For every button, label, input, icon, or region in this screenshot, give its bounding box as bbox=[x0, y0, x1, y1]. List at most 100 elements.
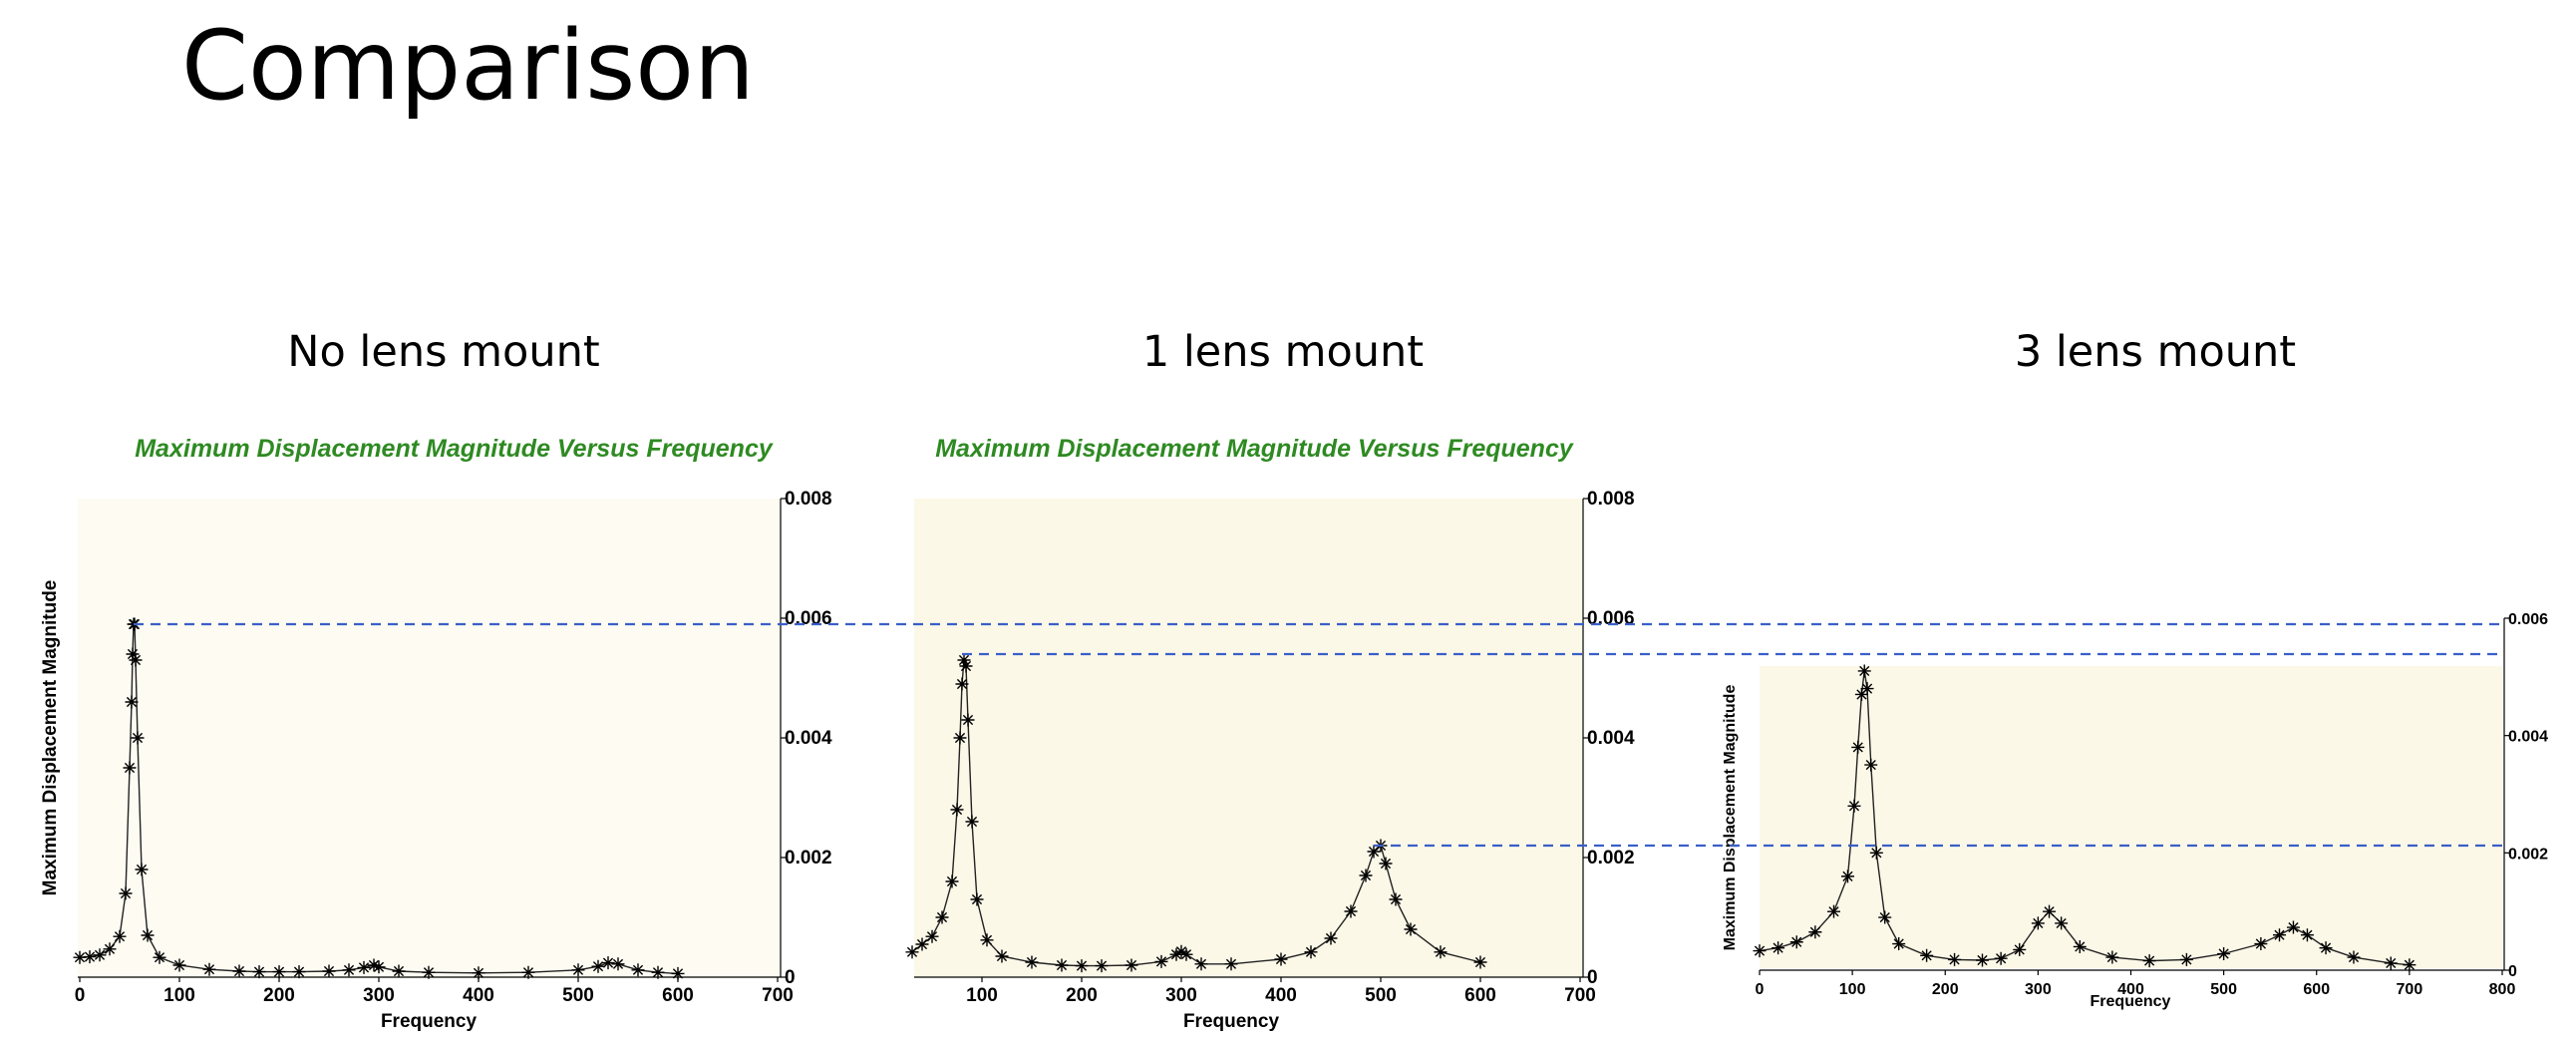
data-point bbox=[1808, 925, 1822, 939]
x-tick-label: 200 bbox=[1066, 985, 1098, 1006]
data-point bbox=[591, 959, 605, 973]
x-tick-label: 200 bbox=[1932, 981, 1959, 998]
x-tick-label: 400 bbox=[463, 985, 494, 1006]
data-point bbox=[1840, 869, 1854, 883]
data-point bbox=[970, 892, 984, 906]
chart-three-lens: 0 0.002 0.004 0.006 0 100 200 300 400 500 600 700 80… bbox=[1722, 611, 2548, 1010]
data-point bbox=[272, 965, 286, 979]
data-point bbox=[232, 964, 246, 978]
data-point bbox=[1878, 910, 1892, 924]
data-point bbox=[651, 965, 665, 979]
data-point bbox=[1274, 952, 1288, 966]
chart-no-lens: 0 0.002 0.004 0.006 0.008 0 100 200 300 400 500 600… bbox=[40, 489, 832, 1032]
x-tick-label: 100 bbox=[1839, 981, 1866, 998]
data-point bbox=[123, 761, 137, 775]
data-point bbox=[202, 962, 216, 976]
data-point bbox=[1025, 955, 1039, 969]
data-point bbox=[1075, 959, 1089, 973]
data-point bbox=[1324, 931, 1338, 945]
data-point bbox=[571, 963, 585, 977]
data-point bbox=[1169, 947, 1183, 961]
x-tick-label: 300 bbox=[2025, 981, 2052, 998]
data-point bbox=[671, 966, 685, 980]
x-tick-label: 500 bbox=[562, 985, 594, 1006]
x-tick-label: 100 bbox=[966, 985, 998, 1006]
series-line-one-lens bbox=[911, 659, 1481, 967]
data-point bbox=[2384, 956, 2398, 970]
data-point bbox=[1948, 952, 1962, 966]
data-point bbox=[2300, 928, 2314, 942]
data-point bbox=[2013, 942, 2027, 956]
data-point bbox=[1379, 857, 1393, 870]
data-point bbox=[153, 950, 166, 964]
data-point bbox=[292, 965, 306, 979]
y-tick-label: 0.004 bbox=[2508, 729, 2548, 746]
y-tick-label: 0.004 bbox=[1587, 728, 1635, 749]
data-point bbox=[2105, 950, 2119, 964]
data-point bbox=[1473, 955, 1487, 969]
data-point bbox=[2286, 920, 2300, 934]
data-point bbox=[935, 910, 949, 924]
x-tick-label: 600 bbox=[1464, 985, 1496, 1006]
data-point bbox=[1789, 935, 1803, 949]
x-tick-label: 600 bbox=[662, 985, 694, 1006]
data-point bbox=[915, 937, 929, 951]
data-point bbox=[945, 874, 959, 888]
plot-area-no-lens bbox=[78, 499, 783, 977]
data-point bbox=[1304, 945, 1318, 959]
y-tick-label: 0.002 bbox=[2508, 846, 2548, 863]
data-point bbox=[322, 964, 336, 978]
x-axis-label-three-lens: Frequency bbox=[2091, 993, 2171, 1010]
data-point bbox=[93, 948, 107, 962]
chart-one-lens: 0 0.002 0.004 0.006 0.008 100 200 300 400 500 600 7… bbox=[905, 489, 1635, 1032]
data-point bbox=[521, 965, 535, 979]
data-point bbox=[1771, 941, 1785, 955]
data-point bbox=[1367, 845, 1381, 859]
y-axis-label-three-lens: Maximum Displacement Magnitude bbox=[1722, 685, 1739, 951]
data-point bbox=[959, 659, 973, 673]
data-point bbox=[1404, 922, 1418, 936]
y-tick-label: 0.008 bbox=[785, 489, 832, 510]
x-axis-label-one-lens: Frequency bbox=[1183, 1011, 1280, 1032]
data-point bbox=[2403, 958, 2416, 972]
series-line-three-lens bbox=[1759, 670, 2410, 966]
plot-area-one-lens bbox=[914, 499, 1582, 977]
data-point bbox=[2142, 954, 2156, 968]
data-point bbox=[1892, 937, 1906, 951]
data-point bbox=[1125, 958, 1138, 972]
y-tick-label: 0 bbox=[2508, 963, 2517, 980]
chart-title-one-lens: Maximum Displacement Magnitude Versus Fr… bbox=[935, 435, 1573, 463]
data-point bbox=[2055, 916, 2069, 930]
data-point bbox=[980, 933, 994, 947]
data-point bbox=[1389, 892, 1403, 906]
data-point bbox=[1194, 957, 1208, 971]
x-tick-label: 400 bbox=[1265, 985, 1297, 1006]
data-point bbox=[1434, 945, 1448, 959]
data-point bbox=[357, 960, 371, 974]
data-point bbox=[965, 815, 979, 829]
data-point bbox=[1344, 904, 1358, 918]
data-point bbox=[172, 958, 186, 972]
data-point bbox=[925, 929, 939, 943]
data-point bbox=[953, 731, 967, 745]
x-tick-label: 400 bbox=[2117, 981, 2144, 998]
data-point bbox=[1174, 944, 1188, 958]
data-point bbox=[83, 950, 97, 964]
x-axis-label-no-lens: Frequency bbox=[381, 1011, 478, 1032]
data-point bbox=[1994, 951, 2008, 965]
x-tick-label: 800 bbox=[2489, 981, 2516, 998]
x-tick-label: 700 bbox=[1564, 985, 1596, 1006]
data-point bbox=[126, 647, 140, 661]
x-tick-label: 600 bbox=[2303, 981, 2330, 998]
subtitle-three-lens: 3 lens mount bbox=[2014, 327, 2297, 377]
x-tick-label: 300 bbox=[363, 985, 395, 1006]
data-point bbox=[113, 929, 127, 943]
plot-area-three-lens bbox=[1760, 666, 2502, 968]
data-point bbox=[252, 965, 266, 979]
data-point bbox=[1055, 958, 1069, 972]
data-point bbox=[422, 965, 436, 979]
y-tick-label: 0.006 bbox=[785, 608, 832, 629]
data-point bbox=[905, 945, 919, 959]
data-point bbox=[1095, 959, 1109, 973]
